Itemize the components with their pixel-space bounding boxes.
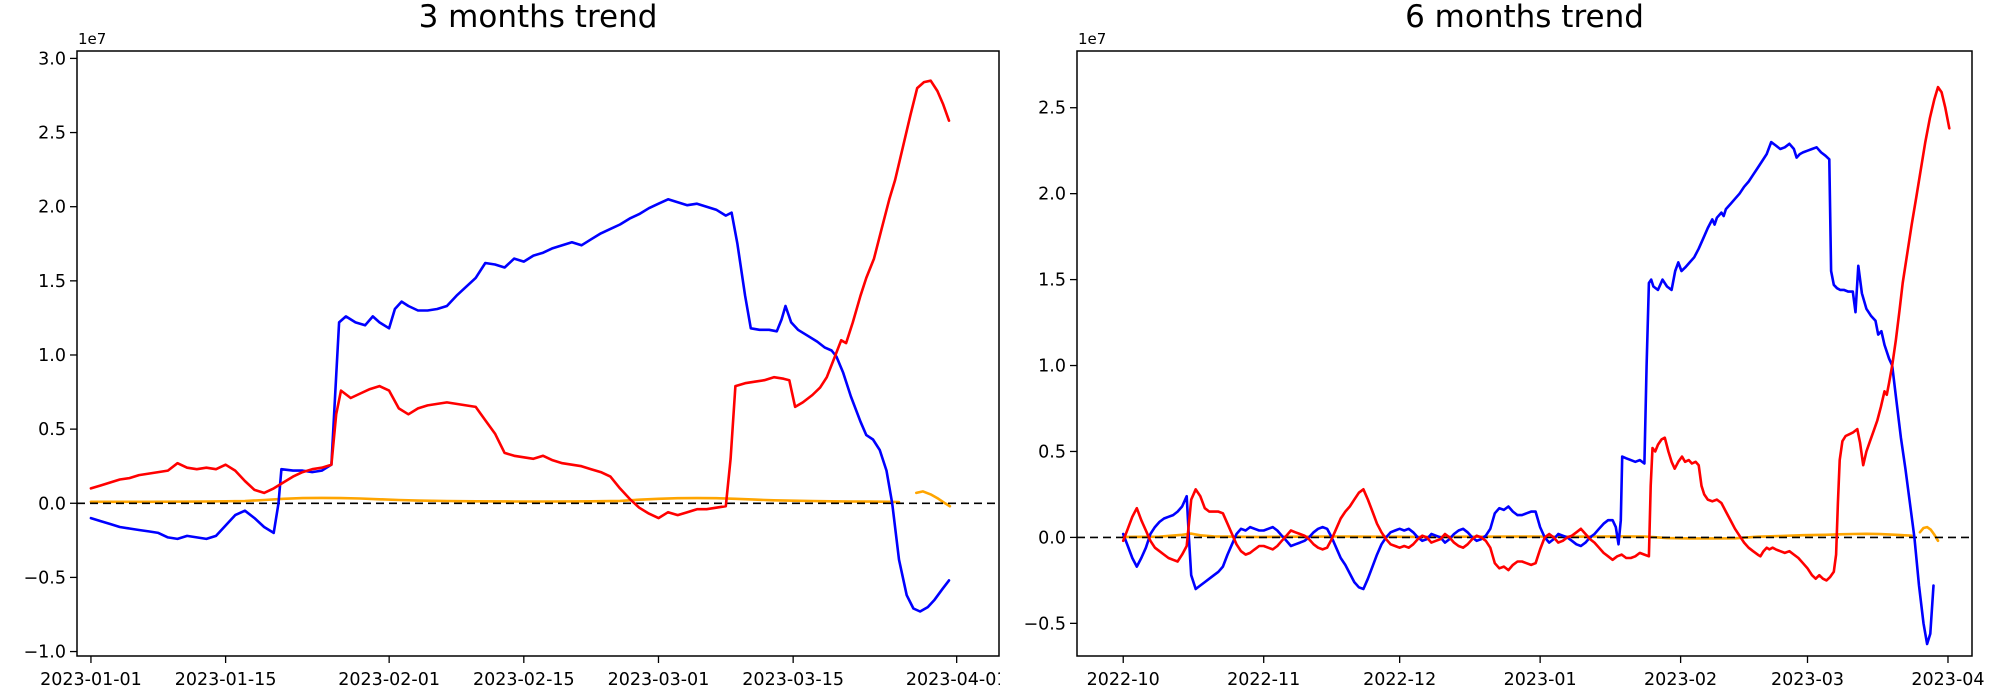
x-tick-label: 2023-01-01 xyxy=(40,670,142,690)
y-tick-label: 1.0 xyxy=(1038,357,1066,377)
series-red-line xyxy=(89,79,951,520)
y-tick-label: 1.0 xyxy=(38,346,66,366)
y-tick-label: −1.0 xyxy=(24,643,67,663)
x-tick-label: 2023-03-15 xyxy=(742,670,844,690)
x-tick-label: 2023-04 xyxy=(1911,670,1984,690)
y-axis-offset-label: 1e7 xyxy=(78,30,107,48)
chart-3-months-trend: 3 months trend 1e7 2023-01-01 2023-01-15 2… xyxy=(24,0,1001,690)
y-tick-label: 3.0 xyxy=(38,49,66,69)
y-tick-label: 2.5 xyxy=(38,124,66,144)
y-tick-label: 1.5 xyxy=(38,272,66,292)
y-tick-label: −0.5 xyxy=(1024,614,1067,634)
y-tick-label: 0.5 xyxy=(1038,442,1066,462)
x-tick-label: 2023-03-01 xyxy=(608,670,710,690)
y-tick-label: 2.5 xyxy=(1038,99,1066,119)
series-red-line xyxy=(1121,85,1951,582)
y-axis-offset-label: 1e7 xyxy=(1078,30,1107,48)
x-tick-label: 2022-12 xyxy=(1363,670,1436,690)
y-tick-label: 0.0 xyxy=(38,494,66,514)
series-blue-line xyxy=(89,198,951,613)
series-orange-end-line xyxy=(1918,525,1940,543)
series-orange-main-line xyxy=(89,496,901,504)
chart-title: 6 months trend xyxy=(1405,0,1644,35)
series-orange-end-line xyxy=(914,490,952,508)
x-tick-label: 2023-02-01 xyxy=(338,670,440,690)
plot-border xyxy=(1076,50,1973,657)
x-tick-label: 2023-03 xyxy=(1771,670,1844,690)
y-tick-label: 2.0 xyxy=(1038,185,1066,205)
y-tick-label: 0.5 xyxy=(38,420,66,440)
x-tick-label: 2023-02-15 xyxy=(473,670,575,690)
x-tick-label: 2023-01-15 xyxy=(175,670,277,690)
x-tick-label: 2023-02 xyxy=(1644,670,1717,690)
plot-border xyxy=(76,50,1000,657)
x-tick-label: 2023-01 xyxy=(1504,670,1577,690)
chart-title: 3 months trend xyxy=(418,0,658,35)
x-tick-label: 2022-10 xyxy=(1087,670,1160,690)
chart-6-months-trend: 6 months trend 1e7 2022-10 2022-11 2022-12… xyxy=(1000,0,2000,700)
y-tick-label: 2.0 xyxy=(38,198,66,218)
y-tick-label: 1.5 xyxy=(1038,271,1066,291)
x-tick-label: 2023-04-01 xyxy=(906,670,1000,690)
x-tick-label: 2022-11 xyxy=(1227,670,1300,690)
left-chart-canvas: 2023-01-01 2023-01-15 2023-02-01 2023-02-15… xyxy=(24,49,1001,690)
series-blue-line xyxy=(1121,140,1935,646)
y-tick-label: −0.5 xyxy=(24,568,67,588)
right-chart-canvas: 2022-10 2022-11 2022-12 2023-01 2023-02 2023-… xyxy=(1024,50,1985,690)
y-tick-label: 0.0 xyxy=(1038,528,1066,548)
